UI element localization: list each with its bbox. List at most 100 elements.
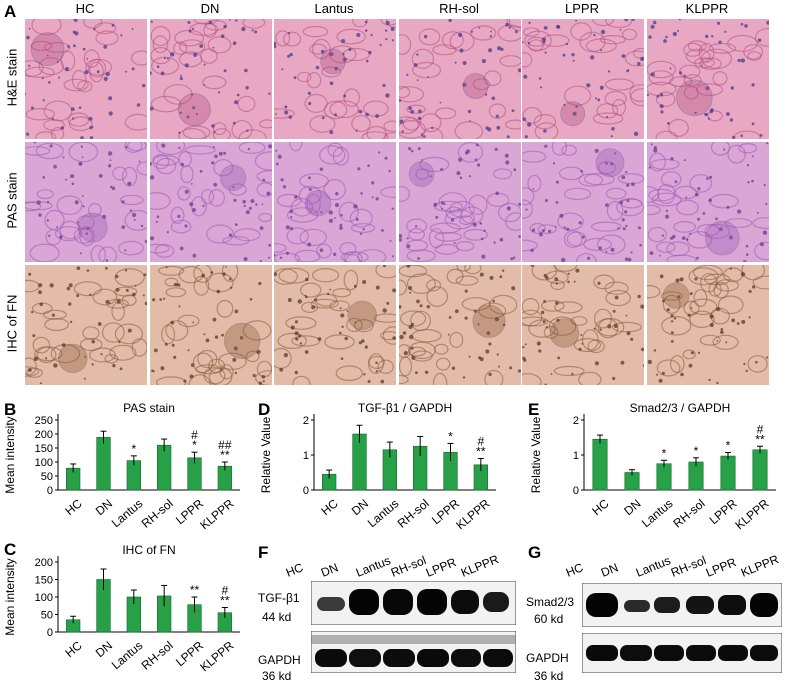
blot-lane-label: DN — [599, 560, 620, 579]
panel-letter-g: G — [528, 543, 542, 562]
significance-marker: ** — [476, 445, 486, 459]
blot-f-band-gapdh — [311, 631, 516, 673]
histology-image-tile — [24, 18, 148, 140]
x-tick-label: RH-sol — [395, 496, 432, 530]
histology-image-tile — [521, 264, 645, 386]
y-tick-label: 2 — [573, 415, 579, 427]
x-tick-label: RH-sol — [139, 496, 176, 530]
significance-marker: * — [192, 438, 197, 452]
chart-tgf-b1: TGF-β1 / GAPDH Relative Value 0 1 2 HC DNLantu… — [259, 401, 496, 532]
chart-ihc-fn: IHC of FN Mean intensity 0 50 100 150 200 HC DNL… — [3, 543, 240, 674]
blot-g-protein2-size: 36 kd — [534, 669, 564, 683]
blot-g-protein1-label: Smad2/3 — [526, 595, 575, 609]
histology-image-tile — [24, 141, 148, 263]
x-tick-label: DN — [621, 496, 643, 518]
western-blot-f: HC DN Lantus RH-sol LPPR KLPPR TGF-β1 44 kd G… — [256, 543, 518, 686]
panel-letter-c: C — [4, 540, 17, 559]
y-tick-label: 1 — [303, 450, 309, 462]
histology-column-label: RH-sol — [439, 1, 479, 16]
histology-image-tile — [273, 141, 397, 263]
x-tick-label: HC — [589, 496, 612, 518]
x-tick-label: RH-sol — [670, 496, 707, 530]
x-tick-label: DN — [93, 496, 115, 518]
significance-marker: * — [726, 439, 731, 453]
blot-lane-label: HC — [564, 560, 586, 580]
y-tick-label: 150 — [35, 443, 53, 455]
y-tick-label: 0 — [303, 485, 309, 497]
x-tick-label: Lantus — [365, 496, 402, 530]
x-tick-label: DN — [93, 638, 115, 660]
y-tick-label: 2 — [303, 415, 309, 427]
histology-image-tile — [149, 18, 273, 140]
histology-image-tile — [149, 141, 273, 263]
significance-marker: # — [757, 422, 764, 436]
histology-image-tile — [398, 264, 522, 386]
y-axis-label: Relative Value — [529, 416, 543, 493]
y-axis-label: Mean intensity — [3, 558, 17, 635]
x-tick-label: RH-sol — [139, 638, 176, 672]
western-blot-g: HC DN Lantus RH-sol LPPR KLPPR Smad2/3 60 kd … — [526, 543, 788, 686]
x-tick-label: KLPPR — [197, 638, 236, 674]
histology-image-tile — [521, 141, 645, 263]
histology-image-tile — [398, 18, 522, 140]
histology-image-tile — [646, 141, 770, 263]
bar — [688, 461, 704, 491]
bar — [592, 438, 608, 491]
bar — [752, 449, 768, 491]
histology-row-label: PAS stain — [4, 172, 20, 229]
blot-lane-label: RH-sol — [389, 553, 428, 580]
histology-column-label: HC — [75, 1, 95, 16]
histology-column-label: KLPPR — [685, 1, 729, 16]
blot-lane-label: Lantus — [634, 553, 673, 579]
chart-pas-stain: PAS stain Mean intensity 0 50 100 150 200 250 HC… — [3, 401, 240, 532]
x-tick-label: KLPPR — [197, 496, 236, 532]
y-tick-label: 1 — [573, 450, 579, 462]
bar — [720, 455, 736, 491]
chart-title: PAS stain — [123, 401, 175, 415]
blot-g-band-smad — [582, 583, 782, 627]
significance-marker: * — [448, 429, 453, 443]
blot-g-band-gapdh — [582, 633, 782, 673]
histology-row-label: IHC of FN — [4, 294, 20, 353]
x-tick-label: HC — [62, 496, 85, 518]
blot-g-protein1-size: 60 kd — [534, 612, 564, 626]
y-axis-label: Relative Value — [259, 416, 273, 493]
y-tick-label: 100 — [35, 592, 53, 604]
bar — [157, 444, 172, 491]
histology-row-label: H&E stain — [4, 48, 20, 107]
blot-lane-label: RH-sol — [669, 553, 708, 580]
x-tick-label: Lantus — [639, 496, 676, 530]
blot-lane-label: KLPPR — [739, 552, 781, 580]
blot-lane-label: Lantus — [354, 553, 393, 579]
blot-lane-label: KLPPR — [459, 552, 501, 580]
panel-letter-b: B — [4, 400, 17, 419]
significance-marker: ** — [220, 448, 230, 462]
significance-marker: ## — [218, 438, 232, 452]
chart-title: IHC of FN — [122, 543, 175, 557]
histology-column-label: Lantus — [314, 1, 354, 16]
x-tick-label: Lantus — [109, 496, 146, 530]
blot-lane-label: LPPR — [424, 555, 459, 580]
y-tick-label: 50 — [41, 471, 53, 483]
y-tick-label: 200 — [35, 557, 53, 569]
significance-marker: # — [191, 428, 198, 442]
bar — [656, 463, 672, 491]
histology-image-tile — [646, 264, 770, 386]
significance-marker: ** — [220, 594, 230, 608]
blot-lane-label: LPPR — [704, 555, 739, 580]
significance-marker: * — [694, 444, 699, 458]
blot-lane-label: HC — [284, 560, 306, 580]
histology-image-tile — [521, 18, 645, 140]
x-tick-label: Lantus — [109, 638, 146, 672]
chart-title: TGF-β1 / GAPDH — [358, 401, 452, 415]
y-tick-label: 200 — [35, 429, 53, 441]
histology-image-tile — [398, 141, 522, 263]
y-tick-label: 0 — [573, 485, 579, 497]
panel-letter-e: E — [528, 400, 540, 419]
significance-marker: # — [477, 435, 484, 449]
blot-f-protein1-label: TGF-β1 — [258, 591, 300, 605]
y-tick-label: 0 — [47, 485, 53, 497]
y-tick-label: 0 — [47, 627, 53, 639]
